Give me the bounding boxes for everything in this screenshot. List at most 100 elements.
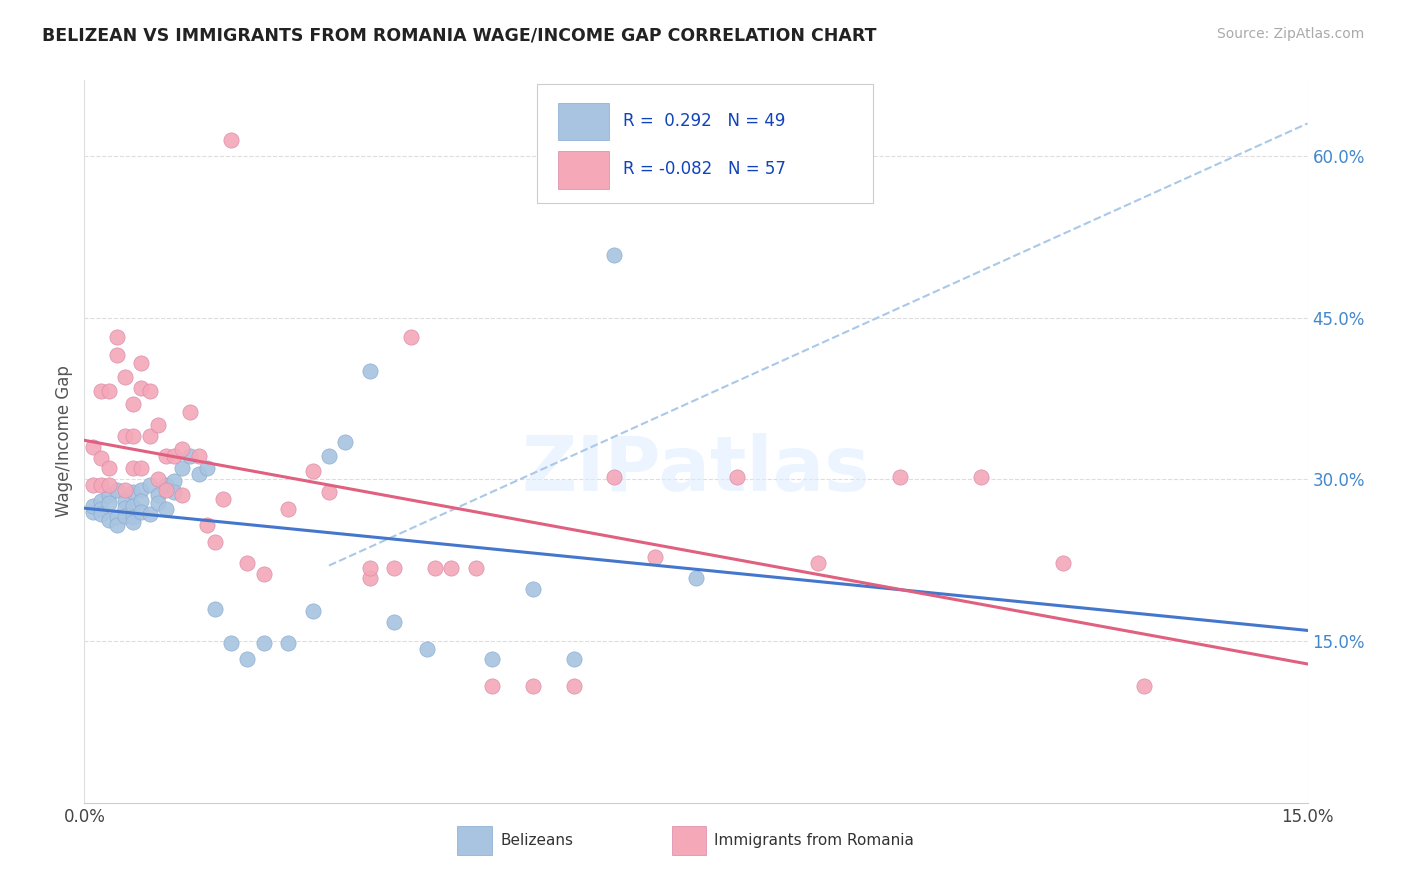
Point [464,560,486,574]
FancyBboxPatch shape [457,826,492,855]
Point [644,549,666,564]
Point [90,450,112,465]
Point [1133,679,1156,693]
Point [253,636,276,650]
Point [97,461,120,475]
Point [481,679,503,693]
Y-axis label: Wage/Income Gap: Wage/Income Gap [55,366,73,517]
Point [114,429,136,443]
FancyBboxPatch shape [558,103,609,140]
Point [172,488,194,502]
Point [179,449,201,463]
Point [105,483,128,497]
Point [195,517,218,532]
Point [122,397,145,411]
Point [163,485,186,500]
Point [90,502,112,516]
Point [195,461,218,475]
Point [155,502,177,516]
Text: Belizeans: Belizeans [501,833,574,848]
Point [97,496,120,510]
Point [522,679,544,693]
Text: BELIZEAN VS IMMIGRANTS FROM ROMANIA WAGE/INCOME GAP CORRELATION CHART: BELIZEAN VS IMMIGRANTS FROM ROMANIA WAGE… [42,27,877,45]
Point [122,461,145,475]
Point [155,483,177,497]
Point [187,449,209,463]
Point [131,381,153,395]
Point [562,679,585,693]
Point [105,330,128,344]
Point [131,505,153,519]
Text: Source: ZipAtlas.com: Source: ZipAtlas.com [1216,27,1364,41]
Point [97,513,120,527]
Point [219,132,242,146]
Point [146,418,169,433]
Point [155,477,177,491]
Point [603,248,626,262]
Point [335,434,357,449]
Point [399,330,422,344]
Point [146,472,169,486]
Text: ZIPatlas: ZIPatlas [522,434,870,508]
Point [204,601,226,615]
Point [122,429,145,443]
Point [90,507,112,521]
Point [179,405,201,419]
Point [416,641,439,656]
Point [114,493,136,508]
Point [423,560,446,574]
Point [138,477,160,491]
Point [807,557,830,571]
Point [301,604,323,618]
Point [122,516,145,530]
Point [131,483,153,497]
Point [359,560,381,574]
Point [277,636,299,650]
Point [97,488,120,502]
Point [725,470,748,484]
Point [522,582,544,597]
Point [685,572,707,586]
Point [131,493,153,508]
Point [114,369,136,384]
Point [562,652,585,666]
Point [138,429,160,443]
Point [318,485,340,500]
Point [122,485,145,500]
Point [114,508,136,523]
Point [382,615,405,629]
Point [440,560,463,574]
Point [301,464,323,478]
Point [97,384,120,398]
Point [187,467,209,481]
Point [163,475,186,489]
Point [131,461,153,475]
FancyBboxPatch shape [558,151,609,189]
Point [82,505,104,519]
Point [253,567,276,582]
Point [359,364,381,378]
Point [138,384,160,398]
Point [90,384,112,398]
Point [105,510,128,524]
Point [122,500,145,514]
Point [970,470,993,484]
Point [172,442,194,456]
Point [105,348,128,362]
Point [97,477,120,491]
Point [172,461,194,475]
Point [163,449,186,463]
Point [90,493,112,508]
Point [82,500,104,514]
Point [90,477,112,491]
Point [212,491,235,506]
Point [1052,557,1074,571]
Point [359,572,381,586]
Point [138,507,160,521]
Point [105,517,128,532]
FancyBboxPatch shape [672,826,706,855]
Point [122,510,145,524]
Text: Immigrants from Romania: Immigrants from Romania [714,833,914,848]
Point [204,534,226,549]
Point [603,470,626,484]
